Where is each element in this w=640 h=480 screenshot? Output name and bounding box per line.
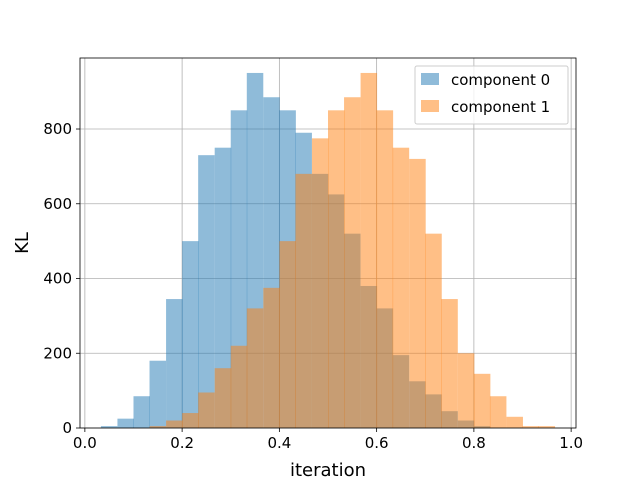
histogram-bar [279,241,296,428]
y-tick-label: 600 [43,195,72,213]
histogram-bar [214,147,232,429]
histogram-bar [166,299,183,428]
histogram-bar [457,353,475,428]
x-tick-label: 0.2 [170,434,194,452]
histogram-bar [198,155,215,428]
histogram-bar [117,418,134,428]
histogram-bar [538,426,556,428]
histogram-bar [522,426,540,428]
histogram-bar [441,299,458,428]
histogram-bar [149,360,167,428]
histogram-bar [506,416,523,428]
legend-swatch-component-0 [421,73,439,85]
x-axis-label: iteration [290,460,366,480]
y-tick-label: 0 [62,419,72,437]
legend-label-component-1: component 1 [451,98,550,116]
histogram-bar [182,413,199,428]
histogram-bar [409,158,426,428]
histogram-bar [360,72,378,428]
legend: component 0 component 1 [414,65,569,125]
axis-ticks: 0.0 0.2 0.4 0.6 0.8 1.0 0 200 400 600 800 [43,120,583,452]
histogram-bars [100,72,556,429]
histogram-bar [295,173,312,428]
histogram-bar [100,426,118,428]
histogram-bar [149,426,167,428]
histogram-bar [425,233,442,428]
plot-frame [79,57,577,429]
y-tick-label: 800 [43,120,72,138]
y-tick-label: 200 [43,344,72,362]
histogram-bar [328,110,345,428]
histogram-bar [473,373,491,428]
y-tick-label: 400 [43,270,72,288]
x-tick-label: 1.0 [559,434,583,452]
legend-swatch-component-1 [421,100,439,112]
histogram-bar [376,110,394,428]
histogram-bar [214,368,232,428]
x-tick-label: 0.4 [267,434,291,452]
legend-box [414,65,569,125]
histogram-bar [246,308,264,428]
y-axis-label: KL [12,232,33,254]
histogram-bar [263,287,280,428]
histogram-bar [182,241,199,428]
x-tick-label: 0.0 [73,434,97,452]
histogram-bar [311,138,329,429]
histogram-bar [489,396,507,428]
x-tick-label: 0.8 [462,434,486,452]
histogram-bar [230,345,248,428]
histogram-bar [166,420,183,428]
histogram-bar [198,392,215,428]
legend-label-component-0: component 0 [451,71,550,89]
histogram-bar [392,147,410,429]
series-component-1 [149,72,556,429]
histogram-bar [344,97,361,428]
x-tick-label: 0.6 [365,434,389,452]
histogram-bar [133,396,150,428]
